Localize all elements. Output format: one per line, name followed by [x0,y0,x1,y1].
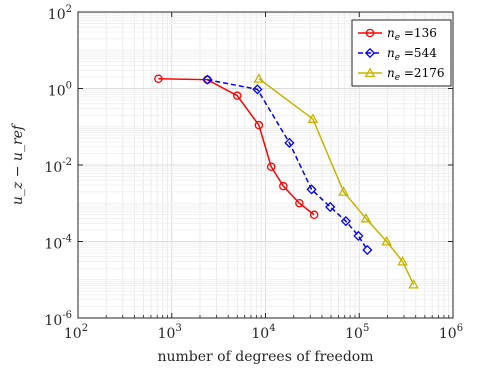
data-point [233,91,242,100]
x-tick-label: 104 [251,323,275,342]
data-point [360,212,372,223]
legend-item: ne =544 [358,46,437,63]
data-point [309,210,319,220]
data-point [252,84,263,95]
legend: ne =136 ne =544 ne =2176 [351,19,452,87]
data-point [325,201,336,213]
data-point [306,184,317,195]
y-tick-label: 100 [48,81,72,100]
data-point [202,74,213,85]
data-point [279,181,288,191]
y-tick-label: 10-4 [44,234,72,253]
y-tick-label: 10-2 [44,157,72,176]
y-axis-label: u_z − u_ref [10,122,26,205]
y-tick-label: 102 [48,4,72,23]
data-point [353,230,364,242]
grid-lines [78,12,453,318]
legend-label: ne =2176 [387,66,444,83]
tick-labels: 102 103 104 105 106 102 100 10-2 10-4 10-6 [44,4,463,342]
x-tick-label: 102 [64,323,88,342]
x-tick-label: 103 [158,323,182,342]
legend-label: ne =544 [387,46,437,63]
x-tick-label: 105 [345,323,369,342]
data-point [364,47,376,59]
data-point [307,113,319,123]
legend-item: ne =136 [358,26,437,43]
data-point [266,162,276,172]
data-point [340,216,351,227]
data-point [362,244,373,256]
series-2176 [253,73,419,289]
data-point [381,235,392,246]
series-layer [154,73,419,289]
data-point [295,198,304,208]
data-point [253,73,265,83]
data-point [408,278,419,289]
data-point [365,28,375,38]
x-tick-label: 106 [439,323,463,342]
legend-item: ne =2176 [358,66,444,83]
x-axis-label: number of degrees of freedom [157,349,373,365]
data-point [338,186,349,196]
data-point [364,67,376,78]
data-point [154,74,163,83]
y-tick-label: 10-6 [44,310,72,329]
data-point [284,137,295,148]
data-point [397,255,408,266]
tick-marks [77,11,454,319]
legend-label: ne =136 [387,26,437,43]
series-line [258,78,415,285]
series-544 [202,74,373,256]
data-point [254,120,264,130]
